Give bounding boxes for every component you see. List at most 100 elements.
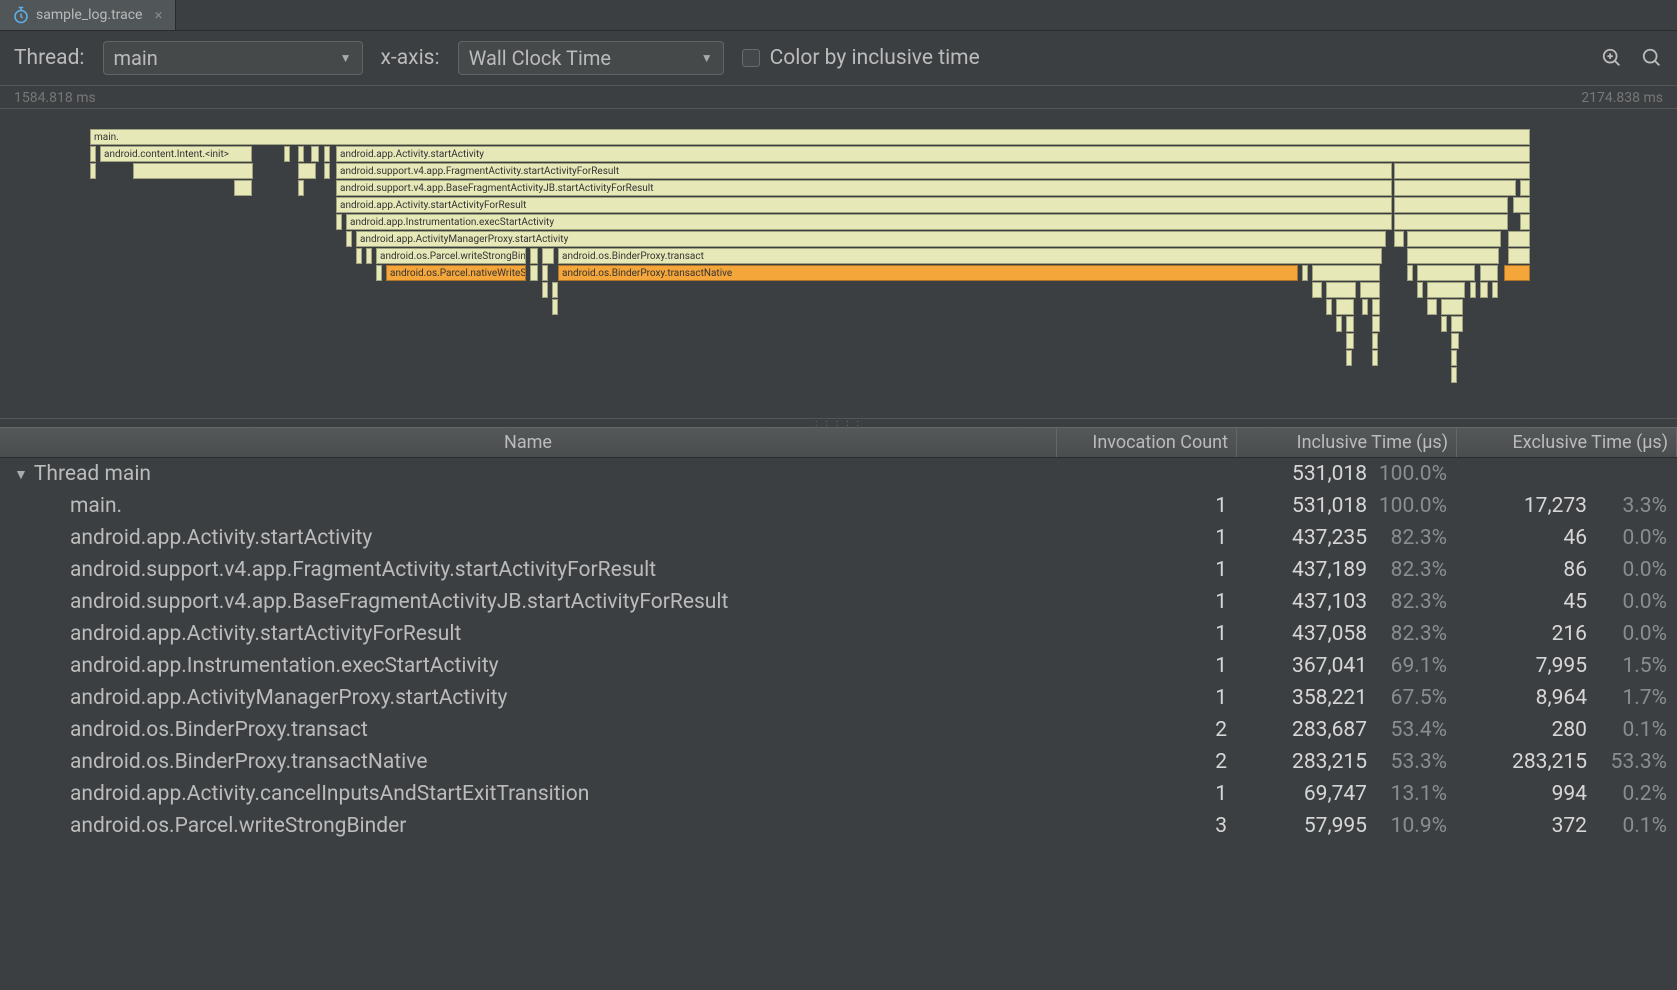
flame-bar[interactable]: [1480, 265, 1498, 281]
table-row[interactable]: main.1531,018100.0%17,2733.3%: [0, 490, 1677, 522]
flame-bar[interactable]: [324, 163, 330, 179]
flame-bar[interactable]: [311, 146, 319, 162]
zoom-reset-icon[interactable]: [1601, 47, 1623, 69]
flame-bar[interactable]: [366, 248, 372, 264]
flame-bar[interactable]: [1394, 180, 1516, 196]
flame-bar[interactable]: android.app.ActivityManagerProxy.startAc…: [356, 231, 1386, 247]
flame-bar[interactable]: [90, 146, 96, 162]
table-row[interactable]: android.app.Activity.startActivityForRes…: [0, 618, 1677, 650]
flame-bar[interactable]: [542, 265, 548, 281]
flame-bar[interactable]: [336, 214, 342, 230]
flame-bar[interactable]: [1394, 231, 1404, 247]
col-count[interactable]: Invocation Count: [1057, 428, 1237, 457]
flame-bar[interactable]: [1372, 316, 1380, 332]
table-row[interactable]: android.app.Instrumentation.execStartAct…: [0, 650, 1677, 682]
flame-bar[interactable]: [298, 163, 316, 179]
flame-bar[interactable]: [1312, 265, 1380, 281]
flame-bar[interactable]: [1427, 282, 1465, 298]
col-exclusive[interactable]: Exclusive Time (μs): [1457, 428, 1677, 457]
flame-bar[interactable]: android.os.BinderProxy.transactNative: [558, 265, 1298, 281]
splitter-handle[interactable]: : : : : :: [0, 419, 1677, 427]
flame-bar[interactable]: [1407, 265, 1413, 281]
flame-bar[interactable]: [1441, 299, 1463, 315]
flame-bar[interactable]: [1407, 248, 1499, 264]
flame-bar[interactable]: [1513, 197, 1530, 213]
thread-row[interactable]: ▼Thread main531,018100.0%: [0, 458, 1677, 490]
flame-bar[interactable]: [1417, 265, 1475, 281]
collapse-icon[interactable]: ▼: [14, 466, 28, 483]
flame-bar[interactable]: [1362, 299, 1368, 315]
flame-bar[interactable]: [1394, 214, 1508, 230]
flame-bar[interactable]: android.content.Intent.<init>: [100, 146, 252, 162]
flame-bar[interactable]: android.os.Parcel.nativeWriteStrongBinde…: [386, 265, 526, 281]
color-by-checkbox-group[interactable]: Color by inclusive time: [742, 46, 980, 70]
flame-bar[interactable]: [552, 282, 558, 298]
table-row[interactable]: android.app.ActivityManagerProxy.startAc…: [0, 682, 1677, 714]
flame-bar[interactable]: [1394, 197, 1508, 213]
col-name[interactable]: Name: [0, 428, 1057, 457]
flame-bar[interactable]: [1480, 282, 1488, 298]
flame-bar[interactable]: [1451, 367, 1457, 383]
table-row[interactable]: android.support.v4.app.BaseFragmentActiv…: [0, 586, 1677, 618]
flame-bar[interactable]: [1360, 282, 1380, 298]
flame-bar[interactable]: android.os.BinderProxy.transact: [558, 248, 1382, 264]
flame-bar[interactable]: [133, 163, 253, 179]
flame-bar[interactable]: [1312, 282, 1322, 298]
flame-bar[interactable]: [552, 299, 558, 315]
flame-bar[interactable]: [324, 146, 330, 162]
flame-bar[interactable]: [1508, 248, 1530, 264]
flame-bar[interactable]: [284, 146, 290, 162]
flame-bar[interactable]: [1372, 333, 1378, 349]
flame-bar[interactable]: [1394, 163, 1530, 179]
table-row[interactable]: android.app.Activity.cancelInputsAndStar…: [0, 778, 1677, 810]
flame-bar[interactable]: [1470, 282, 1476, 298]
color-by-checkbox[interactable]: [742, 49, 760, 67]
close-icon[interactable]: ×: [154, 6, 162, 24]
file-tab[interactable]: sample_log.trace ×: [0, 0, 176, 30]
flame-chart[interactable]: main.android.content.Intent.<init> androi…: [0, 109, 1677, 419]
col-inclusive[interactable]: Inclusive Time (μs): [1237, 428, 1457, 457]
flame-bar[interactable]: [1504, 265, 1530, 281]
flame-bar[interactable]: [1520, 180, 1530, 196]
flame-bar[interactable]: android.os.Parcel.writeStrongBinder: [376, 248, 526, 264]
flame-bar[interactable]: [1372, 350, 1378, 366]
xaxis-dropdown[interactable]: Wall Clock Time ▼: [458, 41, 724, 75]
flame-bar[interactable]: android.app.Activity.startActivity: [336, 146, 1530, 162]
flame-bar[interactable]: [376, 265, 382, 281]
flame-bar[interactable]: [346, 231, 352, 247]
flame-bar[interactable]: [1326, 282, 1356, 298]
flame-bar[interactable]: [1336, 316, 1342, 332]
flame-bar[interactable]: [1346, 333, 1354, 349]
flame-bar[interactable]: android.support.v4.app.FragmentActivity.…: [336, 163, 1392, 179]
flame-bar[interactable]: [1326, 299, 1332, 315]
flame-bar[interactable]: [1451, 316, 1463, 332]
table-row[interactable]: android.os.BinderProxy.transact2283,6875…: [0, 714, 1677, 746]
flame-bar[interactable]: android.app.Activity.startActivityForRes…: [336, 197, 1392, 213]
flame-bar[interactable]: [1451, 350, 1457, 366]
thread-dropdown[interactable]: main ▼: [103, 41, 363, 75]
flame-bar[interactable]: [1508, 231, 1530, 247]
flame-bar[interactable]: [1336, 299, 1354, 315]
table-row[interactable]: android.support.v4.app.FragmentActivity.…: [0, 554, 1677, 586]
flame-bar[interactable]: [1372, 299, 1380, 315]
flame-bar[interactable]: [1441, 316, 1447, 332]
flame-bar[interactable]: [530, 248, 538, 264]
flame-bar[interactable]: [530, 265, 538, 281]
flame-bar[interactable]: [542, 248, 554, 264]
table-row[interactable]: android.os.BinderProxy.transactNative228…: [0, 746, 1677, 778]
flame-bar[interactable]: [1346, 350, 1352, 366]
search-icon[interactable]: [1641, 47, 1663, 69]
flame-bar[interactable]: [298, 180, 304, 196]
flame-bar[interactable]: [1451, 333, 1459, 349]
flame-bar[interactable]: [542, 282, 548, 298]
table-row[interactable]: android.os.Parcel.writeStrongBinder357,9…: [0, 810, 1677, 842]
flame-bar[interactable]: [356, 248, 362, 264]
flame-bar[interactable]: [234, 180, 252, 196]
flame-bar[interactable]: [90, 163, 96, 179]
flame-bar[interactable]: [1492, 282, 1498, 298]
flame-bar[interactable]: [1520, 214, 1530, 230]
flame-bar[interactable]: [298, 146, 304, 162]
flame-bar[interactable]: main.: [90, 129, 1530, 145]
flame-bar[interactable]: [1302, 265, 1308, 281]
flame-bar[interactable]: [1407, 231, 1501, 247]
